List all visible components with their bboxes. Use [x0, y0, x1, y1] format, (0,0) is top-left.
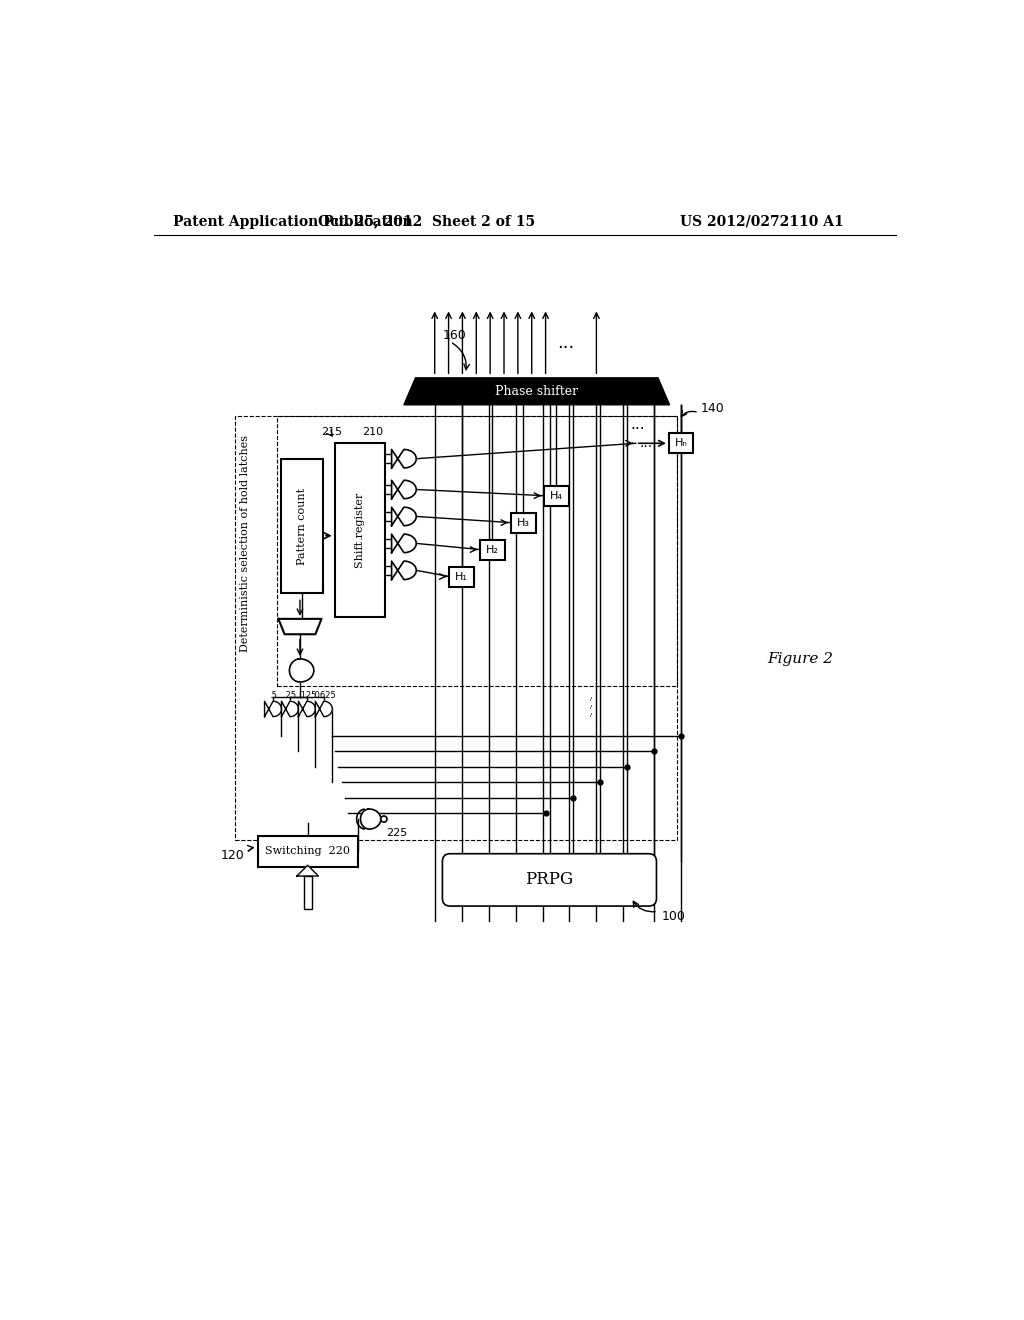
FancyBboxPatch shape: [544, 486, 568, 506]
Circle shape: [381, 816, 387, 822]
Text: 215: 215: [322, 426, 343, 437]
Text: H₁: H₁: [456, 572, 468, 582]
Text: .25: .25: [284, 690, 297, 700]
FancyBboxPatch shape: [480, 540, 505, 560]
Polygon shape: [304, 876, 311, 909]
FancyBboxPatch shape: [281, 459, 323, 594]
Text: Oct. 25, 2012  Sheet 2 of 15: Oct. 25, 2012 Sheet 2 of 15: [318, 215, 536, 228]
Polygon shape: [279, 619, 322, 635]
Text: PRPG: PRPG: [525, 871, 573, 888]
Text: ...: ...: [640, 437, 653, 450]
Text: Figure 2: Figure 2: [767, 652, 834, 665]
Polygon shape: [282, 701, 298, 717]
Text: H₃: H₃: [517, 517, 529, 528]
Text: US 2012/0272110 A1: US 2012/0272110 A1: [680, 215, 844, 228]
Text: 100: 100: [662, 911, 686, 924]
Polygon shape: [297, 866, 318, 876]
Polygon shape: [391, 535, 416, 553]
Text: ...: ...: [557, 334, 574, 352]
Text: 120: 120: [221, 849, 245, 862]
FancyBboxPatch shape: [669, 433, 693, 453]
Polygon shape: [391, 449, 416, 469]
Text: 210: 210: [361, 428, 383, 437]
Text: H₄: H₄: [550, 491, 563, 500]
Text: Hₙ: Hₙ: [675, 438, 687, 449]
Polygon shape: [391, 480, 416, 499]
Text: 160: 160: [442, 329, 466, 342]
Text: ...: ...: [630, 417, 644, 432]
Polygon shape: [391, 507, 416, 525]
Polygon shape: [360, 809, 381, 829]
Text: 140: 140: [700, 403, 724, 416]
Polygon shape: [264, 701, 282, 717]
Text: . . .: . . .: [583, 697, 595, 717]
FancyBboxPatch shape: [450, 566, 474, 586]
Text: .0625: .0625: [312, 690, 336, 700]
Text: Shift register: Shift register: [354, 492, 365, 568]
FancyBboxPatch shape: [442, 854, 656, 906]
Text: 225: 225: [386, 828, 408, 838]
Polygon shape: [315, 701, 333, 717]
Polygon shape: [391, 561, 416, 579]
FancyBboxPatch shape: [258, 836, 357, 867]
Text: Patent Application Publication: Patent Application Publication: [173, 215, 413, 228]
FancyBboxPatch shape: [511, 512, 536, 533]
Text: Phase shifter: Phase shifter: [496, 385, 579, 397]
Text: Switching  220: Switching 220: [265, 846, 350, 857]
FancyBboxPatch shape: [335, 444, 385, 616]
Text: H₂: H₂: [486, 545, 499, 554]
Text: Deterministic selection of hold latches: Deterministic selection of hold latches: [240, 434, 250, 652]
Polygon shape: [290, 659, 313, 682]
Text: .125: .125: [298, 690, 316, 700]
Polygon shape: [298, 701, 315, 717]
Text: Pattern count: Pattern count: [297, 487, 307, 565]
Text: . . .: . . .: [583, 696, 596, 715]
Polygon shape: [403, 378, 670, 405]
Text: .5: .5: [269, 690, 276, 700]
Text: . . .: . . .: [354, 536, 365, 554]
